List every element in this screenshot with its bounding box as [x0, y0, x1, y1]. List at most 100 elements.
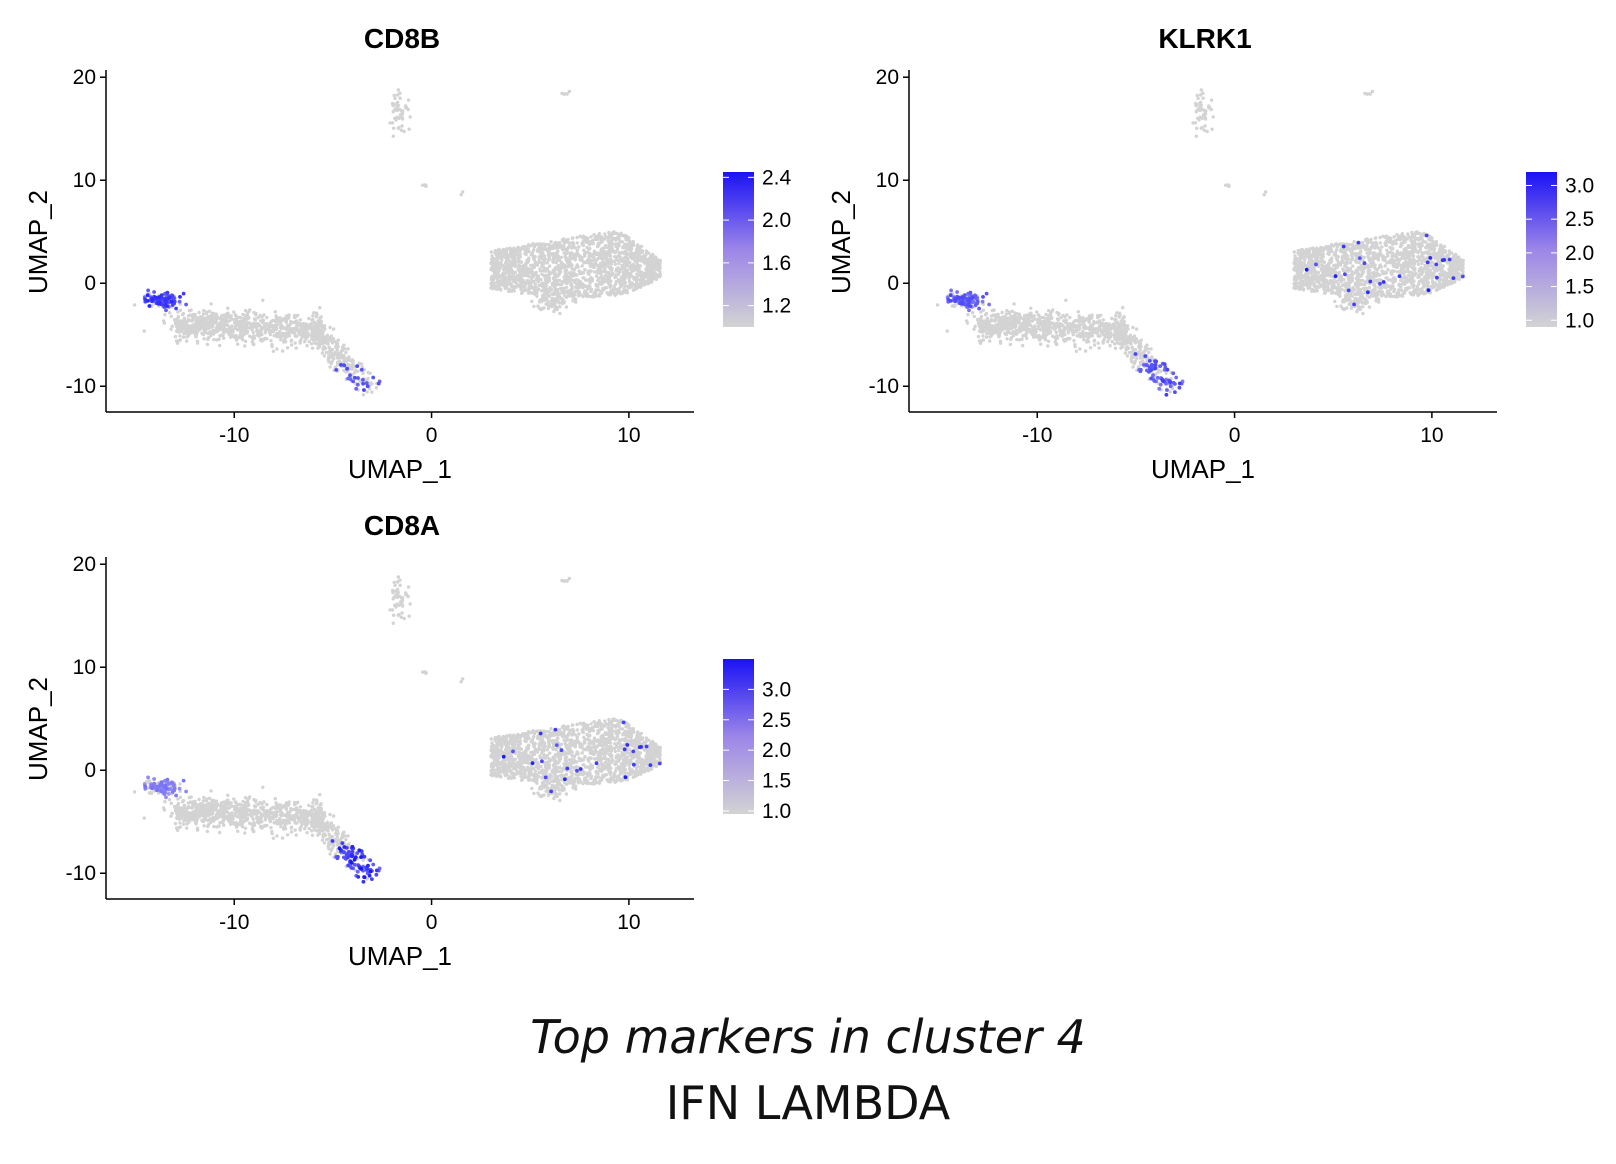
cell-point — [628, 247, 632, 251]
cell-point — [1309, 253, 1314, 257]
cell-point — [217, 322, 221, 326]
cell-point — [320, 342, 324, 346]
cell-point — [582, 252, 587, 256]
cell-point — [285, 346, 290, 350]
cell-point — [366, 370, 370, 375]
cell-point — [1347, 242, 1352, 247]
cell-point — [1419, 272, 1424, 276]
cell-point — [513, 280, 518, 284]
cell-point — [616, 272, 621, 276]
cell-point — [393, 96, 397, 101]
cell-point — [1451, 265, 1456, 269]
cell-point — [562, 244, 566, 248]
cell-point — [595, 257, 599, 261]
cell-point — [214, 326, 219, 330]
cell-point — [1373, 278, 1377, 282]
cell-point — [1361, 241, 1365, 245]
cell-point — [1345, 282, 1350, 286]
cell-point-expressing — [145, 293, 150, 298]
cell-point — [568, 251, 572, 255]
cell-point — [539, 247, 543, 251]
cell-point — [1297, 266, 1302, 270]
cell-point — [614, 279, 619, 284]
cell-point — [204, 310, 209, 314]
cell-point — [176, 339, 181, 343]
cell-point — [578, 234, 582, 238]
cell-point — [265, 315, 269, 320]
cell-point — [185, 323, 189, 327]
cell-point — [611, 236, 616, 241]
cell-point — [570, 293, 575, 298]
cell-point — [1385, 283, 1389, 288]
cell-point — [548, 264, 552, 268]
cell-point — [349, 366, 354, 371]
cell-point — [525, 278, 530, 283]
cell-point — [1306, 275, 1311, 279]
cell-point — [490, 264, 495, 268]
cell-point — [547, 273, 551, 277]
cell-point — [568, 291, 572, 295]
cell-point — [396, 88, 400, 92]
cell-point — [328, 348, 332, 352]
cell-point — [1323, 274, 1328, 278]
cell-point — [556, 273, 560, 278]
cell-point — [631, 283, 635, 287]
cell-point — [635, 264, 639, 269]
cell-point — [395, 93, 400, 97]
cell-point — [1423, 282, 1427, 287]
cell-point — [321, 346, 325, 350]
cell-point — [402, 129, 406, 134]
cell-point — [628, 260, 632, 265]
cell-point — [1397, 283, 1402, 287]
cell-point — [950, 304, 955, 308]
cell-point — [503, 275, 508, 279]
cell-point — [1338, 263, 1343, 267]
cell-point — [1367, 268, 1372, 272]
cell-point — [552, 255, 556, 260]
cell-point — [1403, 289, 1407, 293]
cell-point — [259, 327, 263, 331]
cell-point — [1445, 281, 1450, 286]
cell-point — [534, 272, 538, 277]
cell-point — [1416, 255, 1420, 259]
cell-point — [574, 300, 578, 304]
cell-point-expressing — [371, 375, 376, 380]
cell-point — [1457, 255, 1461, 260]
cell-point — [261, 298, 265, 302]
cell-point — [519, 281, 523, 285]
cell-point — [642, 281, 647, 286]
cell-point — [528, 282, 532, 287]
cell-point — [321, 333, 325, 338]
cell-point — [1366, 254, 1370, 259]
cell-point — [633, 259, 637, 263]
cell-point — [584, 292, 588, 296]
cell-point — [1398, 251, 1402, 256]
cell-point-expressing — [361, 377, 365, 382]
cell-point — [1417, 250, 1421, 254]
cell-point — [1384, 243, 1389, 248]
cell-point — [227, 326, 231, 330]
cell-point — [1381, 234, 1385, 238]
cell-point — [1333, 242, 1338, 247]
cell-point — [517, 274, 521, 278]
cell-point — [1434, 255, 1438, 260]
cell-point — [650, 252, 655, 257]
cell-point — [183, 316, 187, 321]
cell-point — [1331, 282, 1335, 287]
cell-point — [620, 282, 624, 287]
cell-point-expressing — [348, 373, 352, 378]
cell-point — [613, 255, 617, 259]
cell-point — [586, 270, 590, 275]
cell-point — [361, 371, 365, 375]
cell-point — [1320, 274, 1324, 278]
cell-point — [497, 269, 501, 273]
cell-point — [1330, 256, 1334, 260]
cell-point — [202, 337, 206, 341]
cell-point — [1365, 301, 1369, 305]
cell-point — [1300, 256, 1305, 260]
cell-point — [388, 121, 392, 125]
cell-point — [275, 319, 279, 323]
cell-point — [239, 316, 243, 320]
cell-point — [1430, 276, 1434, 280]
legend-colorbar — [723, 172, 754, 327]
